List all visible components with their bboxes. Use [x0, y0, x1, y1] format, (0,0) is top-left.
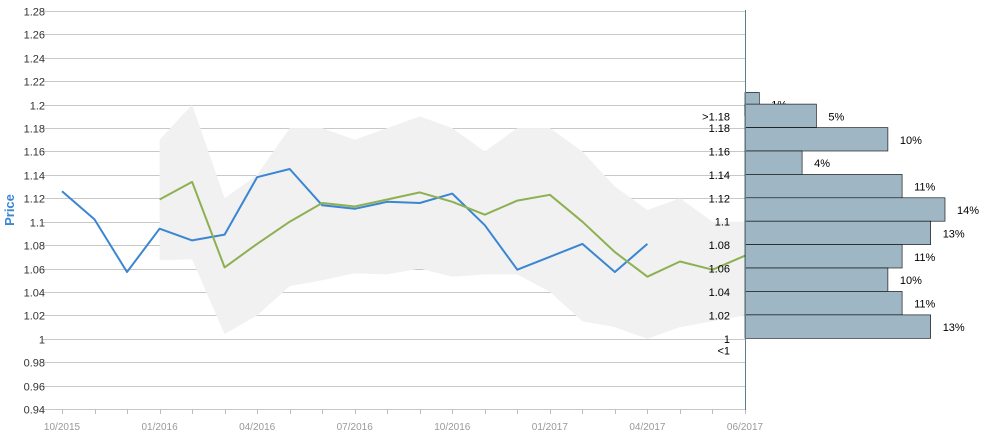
histogram-category-label: >1.18 [702, 111, 730, 123]
histogram-bar-label: 11% [914, 182, 935, 194]
y-tick-label: 1.08 [24, 241, 45, 253]
y-tick-label: 1.22 [24, 77, 45, 89]
x-tick-label: 10/2015 [44, 422, 81, 433]
y-tick-label: 1.14 [24, 171, 45, 183]
y-axis-ticks: 0.94 0.96 0.98 1 1.02 1.04 1.06 1.08 1.1 1.12 1.14… [24, 7, 45, 417]
histogram-bar [744, 314, 931, 339]
y-tick-label: 1.26 [24, 30, 45, 42]
y-tick-label: 0.94 [24, 405, 45, 417]
histogram-category-label: 1.06 [709, 264, 730, 276]
histogram-category-label: 1.16 [709, 146, 730, 158]
x-axis-ticks: 10/2015 01/2016 04/2016 07/2016 10/2016 01/20… [44, 409, 764, 433]
range-band-area [159, 104, 746, 339]
histogram-bar [744, 291, 903, 316]
x-tick-label: 01/2017 [532, 422, 569, 433]
y-tick-label: 1.1 [30, 218, 45, 230]
histogram-bar-label: 5% [828, 111, 844, 123]
y-axis-label: Price [2, 194, 17, 226]
x-tick-label: 10/2016 [434, 422, 471, 433]
y-tick-label: 1.02 [24, 311, 45, 323]
histogram-category-label: 1.12 [709, 193, 730, 205]
histogram-category-label: 1.04 [709, 287, 730, 299]
histogram-bar [744, 150, 803, 175]
histogram-bar-label: 4% [814, 158, 830, 170]
y-tick-label: 0.96 [24, 382, 45, 394]
x-tick-label: 01/2016 [141, 422, 178, 433]
histogram-category-label: <1 [717, 345, 730, 357]
histogram-bar-label: 13% [943, 322, 965, 334]
y-tick-label: 1.06 [24, 265, 45, 277]
x-tick-label: 04/2016 [239, 422, 276, 433]
histogram-category-label: 1.08 [709, 240, 730, 252]
histogram-bar [744, 197, 946, 222]
histogram-category-label: 1.02 [709, 310, 730, 322]
forecast-range-band [159, 104, 746, 339]
histogram-bar [744, 267, 889, 292]
histogram-category-label: 1.18 [709, 123, 730, 135]
histogram-bar-label: 11% [914, 252, 935, 264]
price-lines [61, 168, 746, 278]
y-tick-label: 0.98 [24, 358, 45, 370]
probability-histogram: >1.181%1.185%1.1610%1.144%1.1211%1.114%1… [702, 92, 979, 357]
y-tick-label: 1.18 [24, 124, 45, 136]
forecast-price-line [159, 180, 746, 278]
actual-price-line [61, 168, 649, 273]
histogram-bar-label: 10% [900, 135, 922, 147]
histogram-bar-label: 10% [900, 275, 922, 287]
y-tick-label: 1.24 [24, 54, 45, 66]
histogram-bar-label: 14% [957, 205, 979, 217]
y-tick-label: 1.2 [30, 101, 45, 113]
y-tick-label: 1.28 [24, 7, 45, 19]
histogram-bar [744, 220, 931, 245]
y-tick-label: 1.16 [24, 147, 45, 159]
histogram-category-label: 1 [724, 334, 730, 346]
y-tick-label: 1.04 [24, 288, 45, 300]
x-tick-label: 06/2017 [727, 422, 764, 433]
y-tick-label: 1.12 [24, 194, 45, 206]
x-tick-label: 07/2016 [337, 422, 374, 433]
x-tick-label: 04/2017 [629, 422, 666, 433]
y-tick-label: 1 [39, 335, 45, 347]
histogram-bar [744, 103, 817, 128]
histogram-bar-label: 13% [943, 228, 965, 240]
histogram-bar-label: 11% [914, 299, 935, 311]
histogram-bar [744, 174, 903, 199]
histogram-category-label: 1.14 [709, 170, 730, 182]
histogram-bar [744, 244, 903, 269]
histogram-bar [744, 127, 889, 152]
histogram-category-label: 1.1 [715, 217, 730, 229]
